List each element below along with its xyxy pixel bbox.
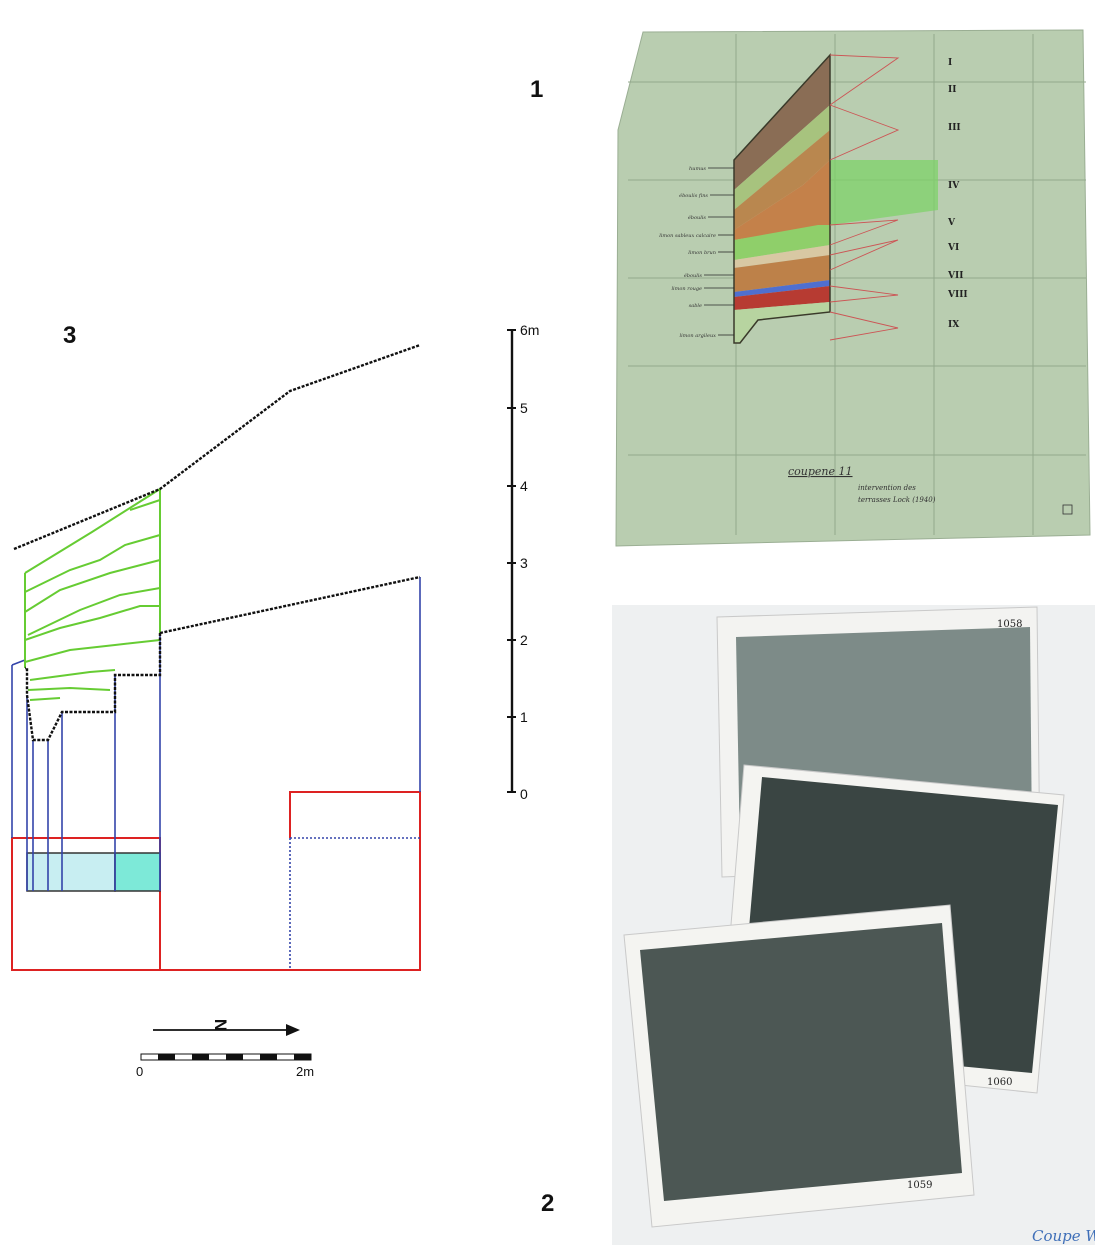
field-drawing-sheet: I II III IV V VI VII VIII IX humus éboul… <box>615 29 1091 547</box>
layer-numeral: V <box>947 218 956 228</box>
layer-numeral: IV <box>948 181 960 191</box>
left-layer-labels: humus éboulis fins éboulis limon sableux… <box>659 166 716 339</box>
horizontal-scale: 0 2m <box>136 1053 314 1079</box>
panel-label-3: 3 <box>63 322 77 349</box>
profile-lines <box>13 343 421 742</box>
sheet-grid <box>628 34 1086 535</box>
scale-bar-block <box>294 1054 311 1060</box>
layer-label: limon rouge <box>671 286 702 292</box>
layer-numerals: I II III IV V VI VII VIII IX <box>947 58 968 330</box>
layer-label: sable <box>689 303 702 309</box>
horizontal-scale-start: 0 <box>136 1064 143 1079</box>
strata-column <box>733 53 938 344</box>
scale-bar-block <box>226 1054 243 1060</box>
layer-label: limon brun <box>688 250 716 256</box>
box-teal <box>114 852 161 892</box>
layer-numeral: VI <box>947 243 959 253</box>
layer-numeral: III <box>948 123 961 133</box>
horizontal-scale-end: 2m <box>296 1064 314 1079</box>
layer-numeral: VIII <box>947 290 968 300</box>
photo-montage: 1058 1060 1059 Coupe W <box>612 605 1095 1245</box>
panel-label-2: 2 <box>541 1190 555 1217</box>
vertical-scale-top-label: 6m <box>520 322 539 338</box>
layer-label: limon argileux <box>679 333 716 339</box>
layer-label: humus <box>689 166 706 172</box>
photo-number: 1059 <box>907 1180 932 1191</box>
scale-bar-block <box>260 1054 277 1060</box>
drawing-note-line-2: terrasses Lock (1940) <box>858 496 936 504</box>
excavation-profile <box>25 633 162 742</box>
layer-label: éboulis <box>688 214 707 221</box>
layer-label: éboulis <box>684 272 703 279</box>
vertical-scale-tick-2: 2 <box>520 632 528 648</box>
label-leaders <box>704 167 734 336</box>
handwritten-caption: Coupe W <box>1032 1227 1095 1245</box>
bedrock-profile <box>159 575 421 635</box>
vertical-scale-tick-3: 3 <box>520 555 528 571</box>
sheet-corner-box <box>1062 504 1073 515</box>
vertical-scale: 6m 5 4 3 2 1 0 <box>507 322 539 802</box>
layer-numeral: IX <box>948 320 959 330</box>
box-light <box>26 852 116 892</box>
red-grid <box>11 791 421 971</box>
layer-numeral: II <box>948 85 956 95</box>
vertical-scale-tick-1: 1 <box>520 709 528 725</box>
north-arrow: N <box>153 1019 300 1036</box>
vertical-scale-tick-0: 0 <box>520 786 528 802</box>
layer-label: éboulis fins <box>679 192 708 199</box>
drawing-note-line-1: intervention des <box>858 484 916 492</box>
projection-lines <box>11 577 421 970</box>
grid-square-right <box>159 791 421 971</box>
photo-1059: 1059 <box>623 904 975 1228</box>
drawing-title: coupene 11 <box>788 465 853 478</box>
strata-lines <box>24 487 161 701</box>
vertical-scale-tick-5: 5 <box>520 400 528 416</box>
scale-bar-block <box>192 1054 209 1060</box>
layer-label: limon sableux calcaire <box>659 233 716 239</box>
correlation-lines <box>829 54 900 341</box>
scale-bar-block <box>158 1054 175 1060</box>
photo-number: 1058 <box>997 619 1022 630</box>
ground-surface-profile <box>13 343 421 551</box>
layer-numeral: VII <box>947 271 963 281</box>
layer-numeral: I <box>948 58 952 68</box>
photo-number: 1060 <box>987 1077 1012 1088</box>
vertical-scale-tick-4: 4 <box>520 478 528 494</box>
north-arrow-letter: N <box>211 1019 230 1031</box>
panel-label-1: 1 <box>530 76 544 103</box>
